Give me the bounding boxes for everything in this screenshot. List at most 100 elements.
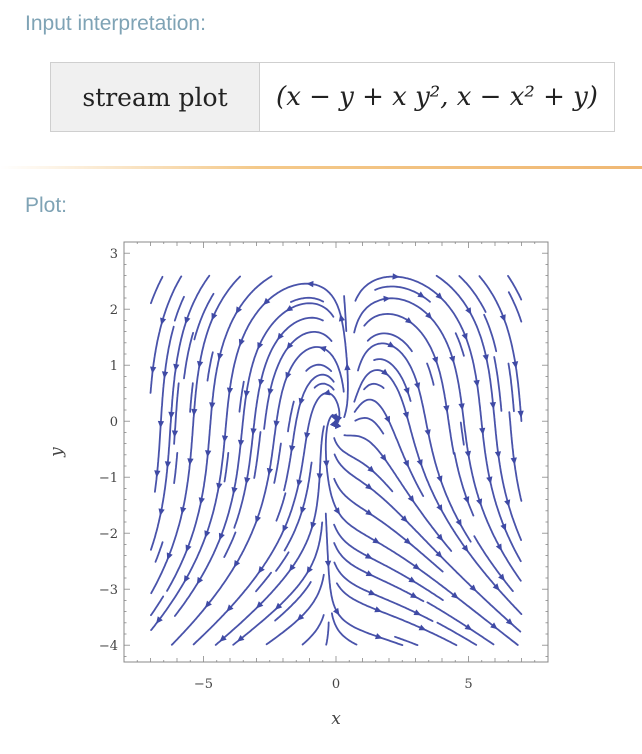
streamline-arrow	[298, 397, 305, 406]
streamline-arrow	[256, 601, 264, 609]
streamline-arrow	[273, 420, 280, 428]
streamline-arrow	[204, 530, 211, 538]
streamline-arrow	[489, 402, 496, 410]
streamline-arrow	[286, 342, 294, 350]
streamline-arrow	[150, 366, 157, 374]
streamline-arrow	[244, 477, 251, 485]
streamline-arrow	[492, 583, 500, 591]
streamline	[436, 621, 478, 646]
streamline	[333, 453, 522, 633]
streamline-arrow	[233, 560, 241, 568]
streamline	[353, 398, 425, 497]
streamline	[353, 369, 523, 615]
streamline	[333, 542, 425, 603]
streamline-arrow	[184, 316, 191, 325]
streamline	[333, 437, 394, 493]
streamline	[357, 342, 472, 543]
streamline	[313, 382, 335, 391]
streamline	[363, 382, 385, 391]
streamline-arrow	[417, 291, 425, 298]
streamline	[473, 535, 514, 592]
streamline-arrow	[285, 371, 292, 380]
streamline-arrow	[490, 622, 498, 630]
streamline	[507, 275, 523, 301]
streamline	[232, 521, 324, 646]
streamline-arrow	[191, 408, 198, 417]
y-tick-label: −3	[99, 583, 118, 598]
streamline	[274, 581, 312, 622]
streamline-arrow	[185, 544, 192, 553]
streamline-arrow	[464, 450, 471, 459]
streamline-arrow	[205, 450, 212, 458]
streamline-arrow	[323, 460, 330, 468]
streamline	[458, 275, 487, 313]
streamline	[333, 523, 444, 601]
streamline	[173, 295, 185, 322]
streamline-arrow	[436, 533, 444, 542]
streamline-arrow	[500, 523, 507, 532]
streamline-arrow	[338, 314, 345, 322]
streamline-arrow	[187, 458, 194, 466]
streamline-arrow	[300, 506, 307, 515]
streamline-arrow	[267, 388, 274, 396]
streamline-arrow	[375, 633, 383, 640]
streamline-arrow	[455, 519, 462, 527]
streamline-arrow	[374, 606, 382, 613]
streamline-arrow	[231, 487, 238, 495]
streamline-arrow	[235, 306, 242, 315]
streamline-arrow	[498, 573, 505, 582]
streamline	[223, 452, 230, 483]
streamline-arrow	[255, 515, 261, 524]
streamline-arrow	[408, 576, 416, 583]
streamline-arrow	[432, 356, 438, 365]
y-tick-label: 3	[110, 247, 118, 262]
streamline-arrow	[154, 470, 161, 478]
streamline-arrow	[274, 602, 283, 610]
streamline	[290, 296, 325, 303]
streamline-arrow	[473, 379, 480, 388]
streamline-arrow	[160, 317, 167, 326]
streamline-arrow	[400, 515, 408, 523]
y-axis-label: y	[47, 447, 67, 458]
streamline	[324, 512, 404, 646]
streamline-arrow	[372, 537, 380, 544]
streamline-arrow	[486, 476, 493, 484]
input-interpretation-table: stream plot (x − y + x y², x − x² + y)	[50, 62, 615, 132]
streamline	[478, 275, 523, 422]
y-tick-label: 0	[110, 415, 118, 430]
streamline	[343, 434, 453, 552]
streamline	[150, 275, 241, 595]
streamline	[223, 531, 237, 558]
streamline-arrow	[157, 420, 165, 429]
streamline-arrow	[443, 405, 450, 413]
streamline	[453, 452, 475, 517]
streamline-arrow	[436, 504, 443, 512]
streamline	[287, 400, 295, 433]
streamline	[507, 362, 515, 413]
streamline-arrow	[285, 305, 294, 312]
streamline-arrow	[365, 509, 373, 516]
streamline-arrow	[330, 413, 337, 422]
streamline-arrow	[402, 411, 409, 420]
streamline-arrow	[365, 483, 373, 490]
y-tick-label: −4	[99, 639, 118, 654]
streamline-arrow	[425, 312, 433, 320]
streamline	[275, 492, 287, 522]
streamline-arrow	[250, 428, 257, 436]
x-tick-label: 0	[332, 677, 340, 692]
streamline	[507, 291, 523, 323]
streamline-arrow	[435, 292, 443, 300]
streamline	[174, 302, 335, 617]
streamline-arrow	[333, 507, 341, 515]
streamline	[354, 275, 522, 563]
streamline-arrow	[344, 363, 351, 371]
streamline-arrow	[333, 607, 340, 616]
section-divider	[0, 166, 642, 169]
streamline	[255, 571, 272, 593]
streamline-arrow	[226, 604, 234, 612]
streamline	[238, 380, 245, 413]
streamline-arrow	[277, 332, 284, 341]
streamline	[283, 461, 313, 552]
streamline-arrow	[495, 543, 502, 552]
streamline	[154, 541, 164, 563]
